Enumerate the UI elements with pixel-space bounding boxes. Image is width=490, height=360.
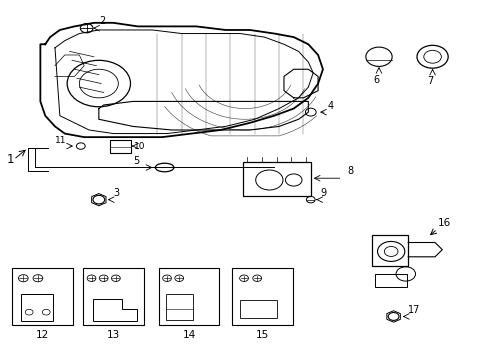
Text: 1: 1 bbox=[6, 153, 14, 166]
Text: 3: 3 bbox=[114, 188, 120, 198]
Text: 9: 9 bbox=[320, 188, 327, 198]
Bar bbox=[243, 162, 311, 196]
Text: 10: 10 bbox=[134, 141, 146, 150]
Bar bbox=[232, 267, 293, 325]
Bar bbox=[372, 235, 408, 266]
Text: 11: 11 bbox=[55, 136, 66, 145]
Text: 4: 4 bbox=[328, 101, 334, 111]
Bar bbox=[83, 267, 144, 325]
Text: 15: 15 bbox=[255, 330, 269, 340]
Bar bbox=[166, 294, 193, 320]
Text: 14: 14 bbox=[182, 330, 196, 340]
Bar bbox=[240, 300, 277, 318]
Text: 17: 17 bbox=[408, 305, 420, 315]
Text: 12: 12 bbox=[36, 330, 49, 340]
Bar bbox=[159, 267, 220, 325]
Text: 6: 6 bbox=[373, 75, 380, 85]
Bar bbox=[110, 140, 131, 153]
Text: 7: 7 bbox=[427, 76, 433, 86]
Text: 13: 13 bbox=[107, 330, 120, 340]
Text: 5: 5 bbox=[133, 156, 139, 166]
Text: 16: 16 bbox=[438, 218, 451, 228]
Bar bbox=[21, 294, 52, 321]
Text: 8: 8 bbox=[347, 166, 353, 176]
Bar bbox=[12, 267, 73, 325]
Bar bbox=[375, 274, 407, 287]
Text: 2: 2 bbox=[99, 17, 105, 26]
